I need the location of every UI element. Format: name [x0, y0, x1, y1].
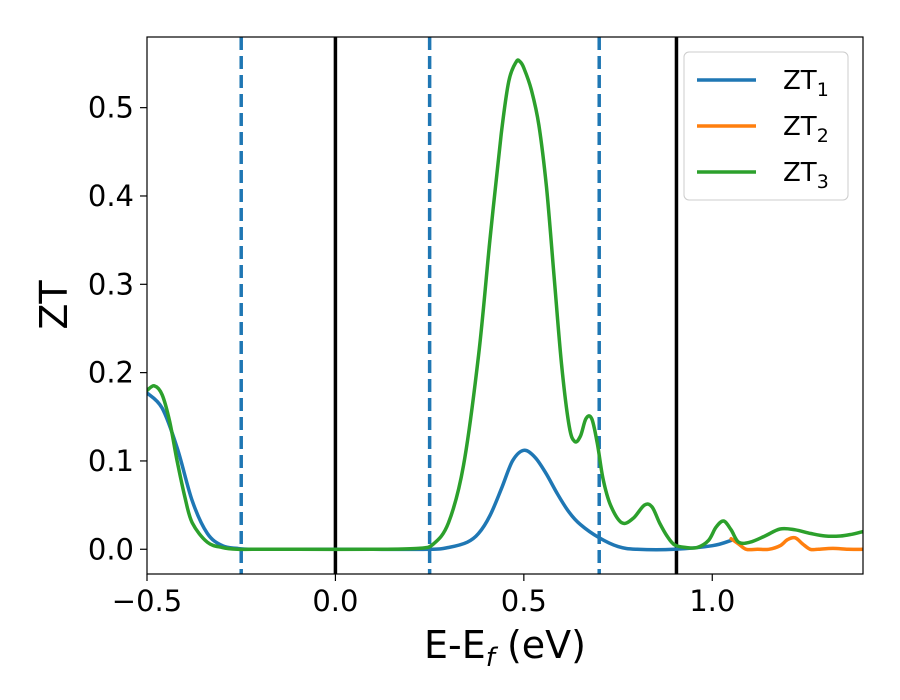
legend-label-1: ZT1 [783, 66, 829, 101]
x-tick-label-4: 1.0 [689, 584, 735, 618]
legend-label-sub-3: 3 [817, 171, 829, 193]
y-tick-label-4: 0.3 [88, 267, 134, 301]
x-tick-label-3: 0.5 [501, 584, 547, 618]
y-tick-label-5: 0.4 [88, 179, 134, 213]
legend-label-sub-2: 2 [817, 125, 829, 147]
series-line-3 [147, 58, 863, 552]
series-lines [147, 58, 863, 552]
x-axis: −0.5 0.0 0.5 1.0 [112, 574, 735, 618]
y-tick-label-2: 0.1 [88, 444, 134, 478]
x-axis-label-main: E-E [424, 623, 486, 667]
y-axis-label: ZT [32, 280, 76, 330]
x-tick-label-1: −0.5 [112, 584, 182, 618]
x-axis-label-tail: (eV) [495, 623, 586, 667]
x-tick-label-2: 0.0 [312, 584, 358, 618]
legend-label-main-3: ZT [783, 158, 817, 188]
legend-label-2: ZT2 [783, 112, 829, 147]
y-tick-label-1: 0.0 [88, 532, 134, 566]
reference-lines [239, 37, 679, 574]
series-line-2 [729, 535, 863, 552]
series-line-1 [147, 391, 733, 552]
y-tick-label-3: 0.2 [88, 356, 134, 390]
x-axis-label: E-Ef (eV) [424, 623, 586, 673]
legend-label-main-1: ZT [783, 66, 817, 96]
y-tick-label-6: 0.5 [88, 91, 134, 125]
plot-frame [146, 36, 864, 575]
legend-label-sub-1: 1 [817, 79, 829, 101]
legend-label-main-2: ZT [783, 112, 817, 142]
legend-label-3: ZT3 [783, 158, 829, 193]
legend-box [683, 51, 849, 201]
y-axis: 0.0 0.1 0.2 0.3 0.4 0.5 [88, 91, 147, 566]
